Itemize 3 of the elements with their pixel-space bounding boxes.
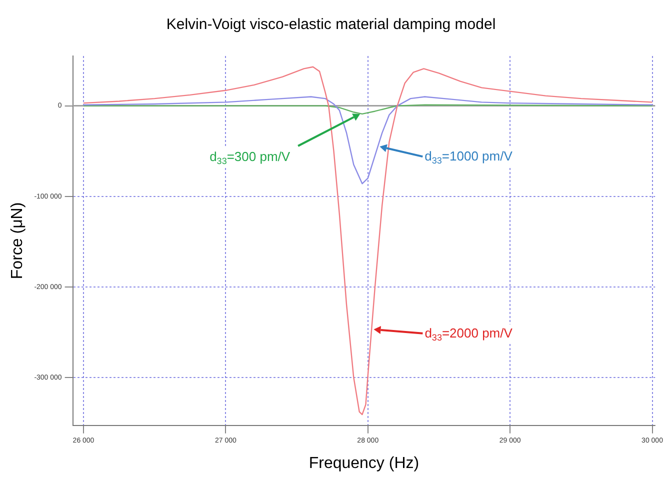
y-axis-title: Force (μN): [9, 202, 26, 280]
x-axis-title: Frequency (Hz): [308, 454, 420, 472]
chart-title: Kelvin-Voigt visco-elastic material damping model: [166, 16, 496, 34]
